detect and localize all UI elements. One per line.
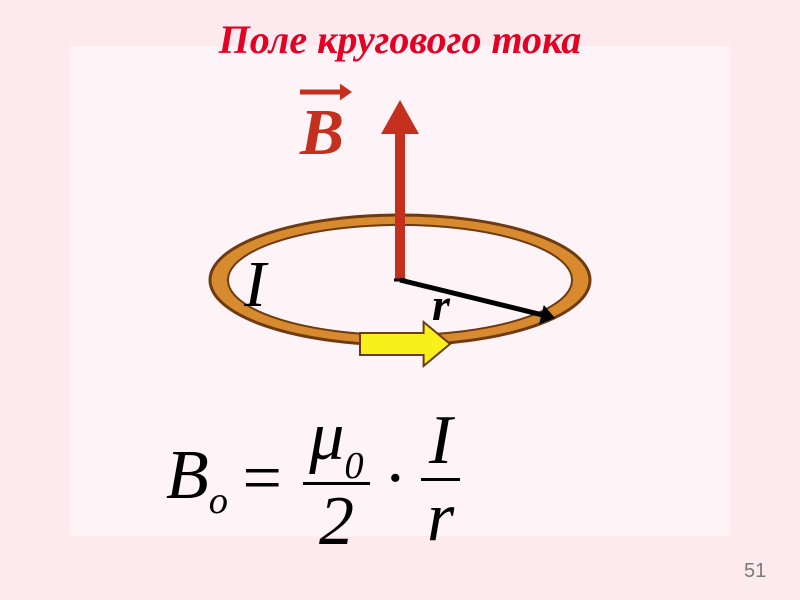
- label-b: B: [300, 100, 344, 166]
- formula-eq: =: [238, 439, 285, 519]
- page-number: 51: [744, 560, 766, 583]
- formula-f2-num: I: [423, 404, 458, 478]
- formula-f1-den: 2: [313, 485, 360, 559]
- formula-mu: μ: [309, 398, 344, 475]
- formula-mu-sub: 0: [344, 445, 363, 487]
- formula-dot: ·: [384, 439, 407, 519]
- formula-lhs: Bo: [166, 436, 228, 523]
- formula-B-sub: o: [209, 480, 228, 522]
- formula-f1-num: μ0: [303, 400, 369, 482]
- formula-frac2: I r: [421, 404, 460, 554]
- formula-B: B: [166, 437, 209, 514]
- label-i: I: [244, 252, 266, 318]
- formula-frac1: μ0 2: [303, 400, 369, 559]
- label-r: r: [432, 282, 450, 328]
- formula-f2-den: r: [421, 481, 460, 555]
- slide-root: Поле кругового тока B I r Bo = μ0 2 · I …: [0, 0, 800, 600]
- formula: Bo = μ0 2 · I r: [166, 400, 468, 559]
